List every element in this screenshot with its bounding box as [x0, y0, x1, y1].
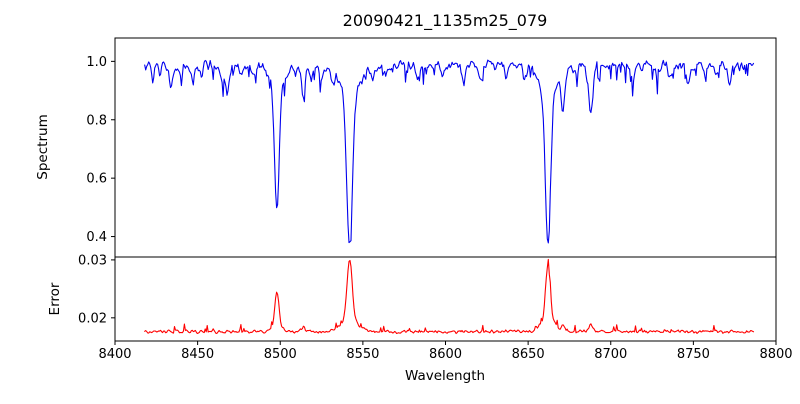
- y-tick-label: 0.02: [78, 311, 107, 326]
- spectrum-line: [144, 59, 755, 244]
- y-tick-label: 0.4: [86, 230, 107, 245]
- error-line: [144, 258, 755, 335]
- x-tick-label: 8800: [759, 347, 792, 362]
- y-tick-label: 0.6: [86, 172, 107, 187]
- y-axis-label-spectrum: Spectrum: [35, 114, 51, 179]
- y-tick-label: 1.0: [86, 55, 107, 70]
- x-tick-label: 8700: [594, 347, 627, 362]
- x-axis-label: Wavelength: [405, 368, 485, 384]
- x-tick-label: 8550: [346, 347, 379, 362]
- error-panel-frame: [114, 256, 777, 342]
- y-tick-label: 0.8: [86, 113, 107, 128]
- x-tick-label: 8750: [677, 347, 710, 362]
- x-tick-label: 8500: [264, 347, 297, 362]
- y-tick-label: 0.03: [78, 253, 107, 268]
- chart-title: 20090421_1135m25_079: [343, 11, 548, 31]
- x-tick-label: 8600: [429, 347, 462, 362]
- x-tick-label: 8400: [98, 347, 131, 362]
- y-axis-label-error: Error: [47, 282, 63, 315]
- axis-ticks: 8400 8450 8500 8550 8600 8650 8700 8750 8800 0.4 0…: [78, 55, 793, 362]
- x-tick-label: 8650: [512, 347, 545, 362]
- x-tick-label: 8450: [181, 347, 214, 362]
